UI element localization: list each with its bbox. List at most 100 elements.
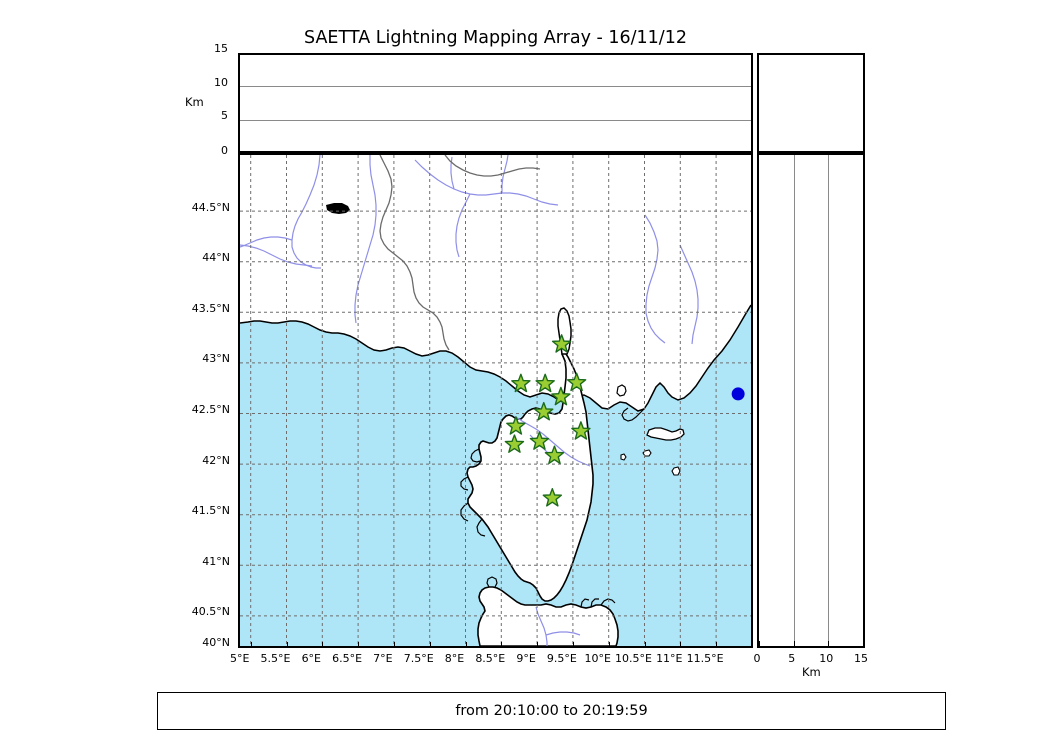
altitude-ytick-10: 10 <box>214 75 228 89</box>
distance-xtick-0: 0 <box>753 652 761 665</box>
station-marker-station-08[interactable] <box>571 421 591 440</box>
river-golo <box>515 416 591 467</box>
river-tiber <box>679 244 699 345</box>
coastline-mainland <box>240 304 751 412</box>
map-xtick-7p5: 7.5°E <box>403 652 434 665</box>
distance-xtick-5: 5 <box>788 652 796 665</box>
altitude-time-panel[interactable] <box>238 53 753 153</box>
map-canvas <box>240 155 751 646</box>
altitude-axis-label: Km <box>185 95 204 109</box>
map-xtick-10: 10°E <box>584 652 611 665</box>
river-tanaro <box>455 193 471 258</box>
map-ytick-43: 43°N <box>202 352 230 366</box>
map-ytick-43p5: 43.5°N <box>191 301 230 315</box>
map-ytick-42p5: 42.5°N <box>191 403 230 416</box>
map-xtick-11p5: 11.5°E <box>686 652 724 665</box>
map-panel[interactable] <box>238 153 753 648</box>
event-marker-layer <box>731 387 745 401</box>
map-xtick-8: 8°E <box>444 652 465 665</box>
map-xtick-mark-11 <box>644 642 646 646</box>
map-xtick-mark-3 <box>358 642 360 646</box>
sardinia-landmass <box>477 586 619 646</box>
station-marker-station-09[interactable] <box>529 431 550 450</box>
station-marker-station-01[interactable] <box>551 334 572 353</box>
elba-island <box>646 427 685 441</box>
map-geography <box>240 155 751 646</box>
east-marker[interactable] <box>731 387 745 401</box>
station-marker-station-02[interactable] <box>511 373 531 393</box>
map-xtick-mark-7 <box>501 642 503 646</box>
station-marker-station-06[interactable] <box>534 401 554 421</box>
station-marker-station-05[interactable] <box>551 386 571 406</box>
altitude-ytick-15: 15 <box>214 42 228 55</box>
gorgona-island <box>620 453 627 461</box>
station-marker-layer <box>504 334 591 507</box>
altitude-ytick-0: 0 <box>221 144 228 157</box>
map-xtick-9p5: 9.5°E <box>546 652 577 665</box>
border-france-italy <box>379 155 450 351</box>
river-var <box>354 155 377 324</box>
map-xtick-6: 6°E <box>301 652 322 665</box>
map-ytick-41p5: 41.5°N <box>191 504 230 518</box>
distance-gridline-5 <box>793 155 795 646</box>
map-ytick-44p5: 44.5°N <box>191 200 230 214</box>
map-xtick-5p5: 5.5°E <box>260 652 291 665</box>
border-italy-switzerland <box>444 155 541 177</box>
capraia-island <box>616 384 627 397</box>
station-marker-station-03[interactable] <box>535 373 555 393</box>
map-xtick-mark-6 <box>465 642 467 646</box>
map-xtick-mark-9 <box>572 642 574 646</box>
sardinia-west-coast-detail <box>486 576 498 588</box>
map-xtick-mark-4 <box>393 642 395 646</box>
altitude-gridline-10 <box>240 86 751 88</box>
map-xtick-mark-5 <box>429 642 431 646</box>
map-xtick-mark-2 <box>322 642 324 646</box>
page-title: SAETTA Lightning Mapping Array - 16/11/1… <box>304 28 687 48</box>
map-xtick-mark-13 <box>716 642 718 646</box>
distance-xtick-mark-5 <box>793 641 795 646</box>
map-xtick-mark-0 <box>250 642 252 646</box>
map-xtick-6p5: 6.5°E <box>332 652 363 665</box>
map-xtick-7: 7°E <box>373 652 393 665</box>
map-xtick-mark-8 <box>537 642 539 646</box>
distance-xtick-mark-0 <box>759 641 760 646</box>
altitude-ytick-5: 5 <box>221 109 228 123</box>
river-arno <box>644 214 666 344</box>
map-xtick-5: 5°E <box>229 652 250 665</box>
station-marker-station-07[interactable] <box>506 416 526 435</box>
river-po <box>414 159 559 206</box>
station-marker-station-04[interactable] <box>566 372 587 392</box>
distance-gridline-10 <box>828 155 830 646</box>
map-xtick-mark-12 <box>680 642 682 646</box>
coastline-detail-tuscany <box>621 407 645 422</box>
map-ytick-40p5: 40.5°N <box>191 605 230 619</box>
river-tirso <box>535 606 548 646</box>
map-xtick-9: 9°E <box>516 652 536 665</box>
map-xtick-10p5: 10.5°E <box>615 652 652 665</box>
distance-xtick-15: 15 <box>854 652 868 665</box>
time-range-status-box[interactable]: from 20:10:00 to 20:19:59 <box>157 692 946 730</box>
altitude-gridline-5 <box>240 119 751 121</box>
station-marker-station-11[interactable] <box>544 445 565 465</box>
river-durance <box>240 244 313 267</box>
map-xtick-8p5: 8.5°E <box>475 652 506 665</box>
map-ytick-40: 40°N <box>202 636 230 649</box>
altitude-distance-panel[interactable] <box>757 53 865 153</box>
distance-xtick-10: 10 <box>819 652 834 665</box>
montecristo-island <box>671 466 681 476</box>
station-marker-station-12[interactable] <box>542 487 563 507</box>
map-gridlines <box>240 155 751 646</box>
station-marker-station-10[interactable] <box>504 434 525 453</box>
distance-xtick-mark-10 <box>828 641 830 646</box>
time-range-text: from 20:10:00 to 20:19:59 <box>455 703 648 719</box>
sardinia-northeast-coast <box>580 598 616 608</box>
corsica-west-coast-detail <box>460 448 486 537</box>
river-coghinas <box>545 631 581 636</box>
map-ytick-41: 41°N <box>202 554 230 568</box>
distance-altitude-panel[interactable] <box>757 153 865 648</box>
river-rhone-north <box>240 236 293 248</box>
map-ytick-42: 42°N <box>202 453 230 467</box>
distance-axis-label: Km <box>802 665 821 679</box>
map-xtick-mark-10 <box>608 642 610 646</box>
